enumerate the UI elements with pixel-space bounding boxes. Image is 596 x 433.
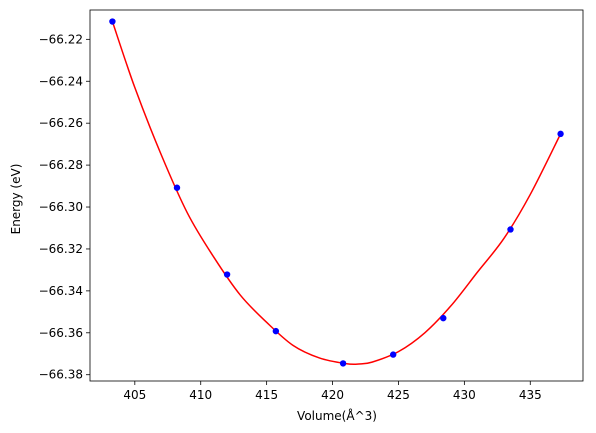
y-tick-label: −66.30: [39, 200, 83, 214]
x-tick-label: 405: [123, 388, 146, 402]
x-tick-label: 420: [321, 388, 344, 402]
x-tick-label: 425: [387, 388, 410, 402]
x-tick-label: 430: [453, 388, 476, 402]
y-tick-label: −66.28: [39, 158, 83, 172]
data-point: [109, 18, 116, 25]
y-tick-label: −66.34: [39, 284, 83, 298]
data-point: [272, 327, 280, 335]
x-tick-label: 435: [519, 388, 542, 402]
data-point: [389, 351, 397, 358]
y-tick-label: −66.36: [39, 326, 83, 340]
x-tick-label: 415: [255, 388, 278, 402]
axes: 405 410 415 420 425 430 435 −66.38 −66.36 −66.34 −…: [39, 9, 584, 402]
data-point: [223, 271, 231, 278]
y-tick-label: −66.24: [39, 74, 83, 88]
data-point: [557, 130, 564, 138]
data-point: [339, 360, 347, 367]
y-axis-label: Energy (eV): [9, 164, 23, 235]
y-tick-label: −66.32: [39, 242, 83, 256]
data-point: [440, 314, 447, 322]
data-point: [173, 184, 181, 191]
y-tick-label: −66.26: [39, 116, 83, 130]
x-tick-label: 410: [189, 388, 212, 402]
fit-curve-line: [111, 21, 562, 366]
plot-area: [109, 18, 564, 367]
y-tick-label: −66.22: [39, 32, 83, 46]
y-tick-label: −66.38: [39, 368, 83, 382]
data-point: [507, 226, 514, 233]
plot-frame: [89, 9, 584, 382]
x-axis-label: Volume(Å^3): [297, 408, 377, 423]
